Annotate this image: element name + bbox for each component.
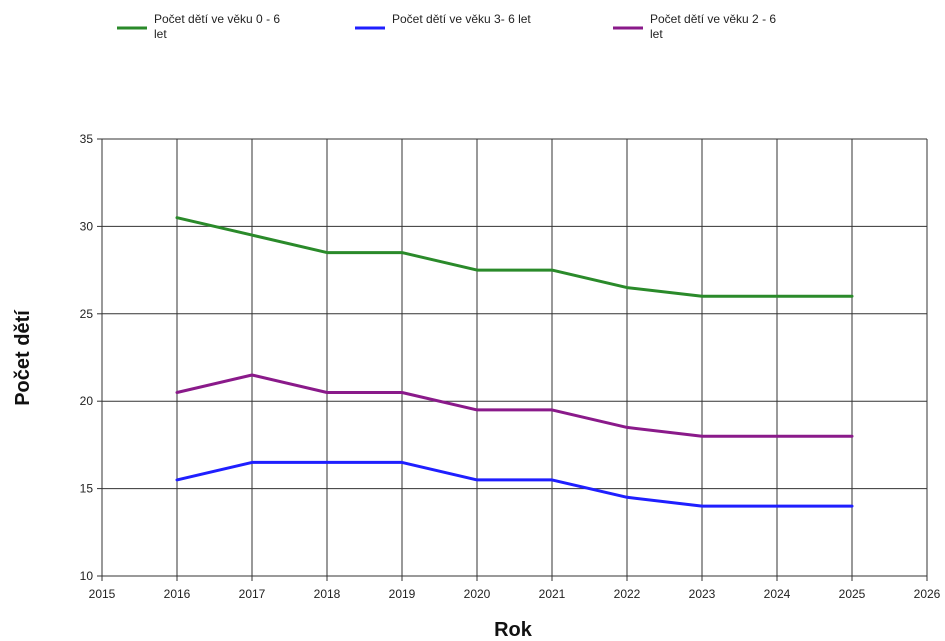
x-tick-label: 2015 [89, 587, 116, 601]
x-tick-label: 2022 [614, 587, 641, 601]
x-tick-label: 2023 [689, 587, 716, 601]
x-tick-labels: 2015 2016 2017 2018 2019 2020 2021 2022 2023 2024… [89, 587, 941, 601]
x-tick-label: 2024 [764, 587, 791, 601]
y-tick-label: 10 [80, 569, 94, 583]
grid [102, 138, 928, 576]
series-line-3 [175, 373, 854, 438]
legend-label-1: Počet dětí ve věku 0 - 6 [154, 12, 280, 26]
x-tick-label: 2026 [914, 587, 941, 601]
legend-label-1: let [154, 27, 167, 41]
x-tick-label: 2018 [314, 587, 341, 601]
legend-label-3: Počet dětí ve věku 2 - 6 [650, 12, 776, 26]
y-tick-labels: 10 15 20 25 30 35 [80, 132, 94, 583]
y-tick-label: 25 [80, 307, 94, 321]
series-line-2 [175, 460, 854, 508]
x-tick-label: 2019 [389, 587, 416, 601]
legend-label-2: Počet dětí ve věku 3- 6 let [392, 12, 531, 26]
y-tick-label: 30 [80, 219, 94, 233]
x-tick-label: 2021 [539, 587, 566, 601]
legend-label-3: let [650, 27, 663, 41]
y-tick-label: 20 [80, 394, 94, 408]
y-tick-label: 35 [80, 132, 94, 146]
y-tick-label: 15 [80, 482, 94, 496]
x-tick-label: 2025 [839, 587, 866, 601]
x-tick-label: 2016 [164, 587, 191, 601]
series-lines [175, 216, 854, 508]
series-line-1 [175, 216, 854, 298]
x-tick-label: 2017 [239, 587, 266, 601]
y-axis-title: Počet dětí [12, 309, 34, 406]
x-tick-label: 2020 [464, 587, 491, 601]
axes [97, 138, 928, 581]
x-axis-title: Rok [494, 619, 533, 641]
